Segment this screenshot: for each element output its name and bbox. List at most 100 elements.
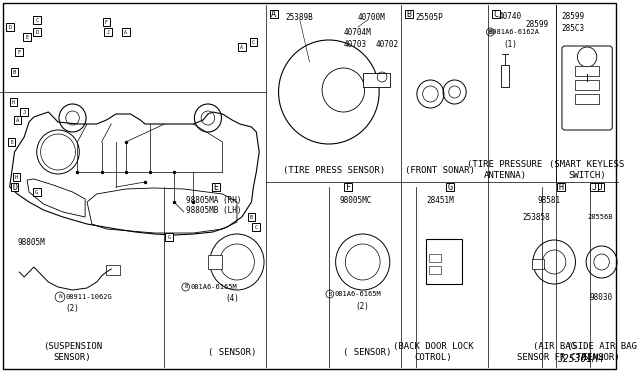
Text: A: A [16,118,19,122]
Text: (TIRE PRESSURE
ANTENNA): (TIRE PRESSURE ANTENNA) [467,160,543,180]
Text: 253858: 253858 [522,212,550,221]
Text: C: C [35,17,38,22]
Bar [429,254,441,262]
Text: B: B [250,215,253,219]
Text: (SIDE AIR BAG
SENSOR): (SIDE AIR BAG SENSOR) [566,342,637,362]
Text: C: C [252,39,255,45]
Text: (FRONT SONAR): (FRONT SONAR) [405,166,475,174]
Text: ( SENSOR): ( SENSOR) [343,347,392,356]
Text: J25301M4: J25301M4 [557,354,605,364]
Text: G: G [447,183,452,192]
Text: J: J [591,183,596,192]
Text: B081A6-6162A: B081A6-6162A [488,29,540,35]
Text: E: E [26,35,29,39]
Text: F: F [18,49,21,55]
Text: G: G [168,234,171,240]
Text: (SUSPENSION
SENSOR): (SUSPENSION SENSOR) [43,342,102,362]
Text: H: H [15,174,18,180]
Text: (TIRE PRESS SENSOR): (TIRE PRESS SENSOR) [283,166,385,174]
Bar [13,116,21,124]
Bar [6,23,13,31]
Text: 98005MC: 98005MC [339,196,372,205]
Text: J: J [22,109,26,115]
Bar [238,43,246,51]
Bar [250,38,257,46]
Text: 98805MA (RH): 98805MA (RH) [186,196,241,205]
Bar [212,183,220,191]
Bar [575,94,598,104]
Text: 28599: 28599 [525,19,548,29]
Text: (AIR BAG
SENSOR FR CTR): (AIR BAG SENSOR FR CTR) [516,342,592,362]
Bar [492,10,500,18]
Text: 98805MB (LH): 98805MB (LH) [186,205,241,215]
Text: H: H [559,183,563,192]
Bar [575,66,598,76]
Text: B: B [406,10,412,19]
Bar [429,266,441,274]
Text: A: A [271,10,276,19]
Text: C: C [493,10,499,19]
Text: B: B [328,292,332,296]
Text: (2): (2) [356,301,370,311]
Text: 40702: 40702 [375,39,399,48]
Text: D: D [35,29,38,35]
Text: (4): (4) [225,295,239,304]
Bar [248,213,255,221]
Bar [33,188,40,196]
Text: J: J [597,183,602,192]
Text: 40704M: 40704M [343,28,371,36]
Text: N: N [58,295,62,299]
Text: F: F [105,19,108,25]
Text: 98805M: 98805M [17,237,45,247]
Bar [102,18,110,26]
Text: (SMART KEYLESS
SWITCH): (SMART KEYLESS SWITCH) [550,160,625,180]
Text: A: A [241,45,243,49]
Text: 98030: 98030 [590,292,613,301]
Text: 28451M: 28451M [426,196,454,205]
Bar [501,65,509,87]
Text: B: B [13,70,16,74]
Bar [557,183,565,191]
Bar [165,233,173,241]
Bar [104,28,112,36]
Bar [23,33,31,41]
Text: 40740: 40740 [499,12,522,20]
Bar [20,108,28,116]
Text: D: D [12,183,17,192]
Bar [10,98,17,106]
Text: 25505P: 25505P [416,13,444,22]
Bar [575,80,598,90]
Text: 08911-1062G: 08911-1062G [66,294,113,300]
Bar [13,173,20,181]
Text: ( SENSOR): ( SENSOR) [208,347,256,356]
Text: E: E [213,183,218,192]
Bar [596,183,604,191]
Bar [33,28,40,36]
Bar [270,10,278,18]
Bar [11,183,19,191]
Bar [15,48,23,56]
Bar [252,223,260,231]
Bar [446,183,454,191]
Bar [363,73,390,87]
Bar [532,259,543,269]
Text: 28599: 28599 [561,12,584,20]
Bar [106,265,120,275]
Bar [590,183,598,191]
Text: (2): (2) [66,305,79,314]
Text: (BACK DOOR LOCK
COTROL): (BACK DOOR LOCK COTROL) [393,342,474,362]
Bar [11,68,19,76]
Bar [344,183,352,191]
Text: J: J [107,29,110,35]
Text: C: C [255,224,258,230]
Text: G: G [35,189,38,195]
Bar [122,28,130,36]
Text: 98581: 98581 [538,196,561,205]
Text: E: E [10,140,13,144]
Text: A: A [124,29,127,35]
Bar [8,138,15,146]
Bar [405,10,413,18]
Text: F: F [346,183,351,192]
Text: 28556B: 28556B [587,214,612,220]
Text: 40700M: 40700M [358,13,386,22]
